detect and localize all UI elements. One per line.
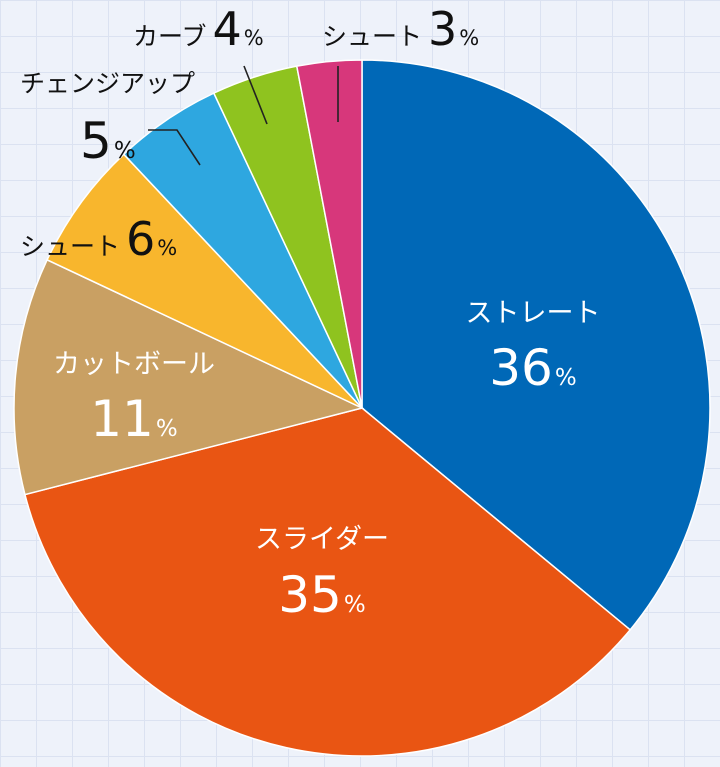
slice-value-label: 36%	[489, 339, 576, 397]
leader-line	[243, 65, 268, 125]
slice-value-label: 35%	[278, 566, 365, 624]
slice-name-label: スライダー	[255, 524, 389, 555]
pie-slice	[13, 258, 365, 496]
pie-slice	[295, 59, 363, 409]
slice-value-label: 11%	[90, 390, 177, 448]
pie-slice	[46, 153, 363, 409]
slice-name-label: ストレート	[466, 298, 601, 329]
pie-slice	[24, 407, 632, 757]
slice-label: カーブ 4%	[133, 2, 264, 56]
slice-label: シュート 3%	[322, 2, 479, 56]
slice-value-label: 5%	[80, 112, 136, 170]
pie-slice	[361, 59, 711, 631]
slice-name-label: カットボール	[53, 349, 215, 380]
slice-label: シュート 6%	[20, 212, 177, 266]
leader-lines	[148, 65, 339, 166]
slice-labels: ストレート 36% スライダー 35% カットボール 11% シュート 6% チェンジアップ 5%…	[20, 2, 601, 624]
leader-line	[148, 129, 201, 166]
pie-slices	[13, 59, 711, 757]
slice-name-label: チェンジアップ	[20, 69, 195, 98]
